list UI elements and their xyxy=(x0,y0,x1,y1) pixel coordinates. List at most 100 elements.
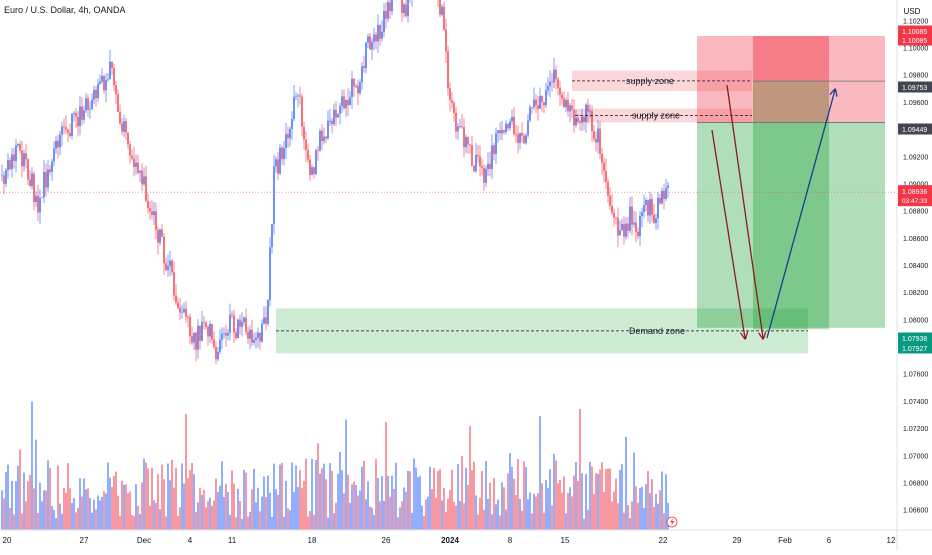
volume-bar xyxy=(277,495,278,530)
candle-body xyxy=(211,324,212,339)
volume-bar xyxy=(71,503,72,530)
candle-body xyxy=(313,167,314,174)
candle-body xyxy=(405,5,406,17)
y-tick-label: 1.07400 xyxy=(903,399,928,406)
volume-bar xyxy=(205,507,206,530)
volume-bar xyxy=(403,487,404,530)
volume-bar xyxy=(137,506,138,530)
volume-bar xyxy=(31,402,32,530)
volume-bar xyxy=(383,501,384,530)
candle-body xyxy=(291,119,292,129)
candle-body xyxy=(329,121,330,122)
volume-bar xyxy=(157,474,158,530)
volume-bar xyxy=(287,508,288,530)
volume-bar xyxy=(631,501,632,530)
volume-bar xyxy=(421,506,422,530)
candle-body xyxy=(527,121,528,136)
candle-body xyxy=(587,105,588,112)
candle-body xyxy=(569,105,570,111)
candle-body xyxy=(403,5,404,13)
volume-bar xyxy=(21,514,22,530)
y-tick-label: 1.08600 xyxy=(903,236,928,243)
volume-bar xyxy=(345,420,346,530)
candle-body xyxy=(243,318,244,322)
chart-title: Euro / U.S. Dollar, 4h, OANDA xyxy=(4,5,126,15)
candle-body xyxy=(521,133,522,136)
candle-body xyxy=(7,160,8,170)
candle-body xyxy=(33,174,34,202)
volume-bar xyxy=(553,454,554,530)
volume-bar xyxy=(251,489,252,530)
y-tick-label: 1.08000 xyxy=(903,317,928,324)
volume-bar xyxy=(571,496,572,530)
volume-bar xyxy=(465,468,466,530)
candle-body xyxy=(61,127,62,135)
volume-bar xyxy=(127,493,128,530)
candle-body xyxy=(179,308,180,313)
volume-bar xyxy=(425,499,426,530)
volume-bar xyxy=(557,483,558,530)
candle-body xyxy=(17,144,18,145)
price-tag-label: 1.09753 xyxy=(902,85,927,92)
volume-bar xyxy=(463,503,464,530)
volume-bar xyxy=(123,485,124,530)
candle-body xyxy=(83,110,84,119)
candle-body xyxy=(221,334,222,340)
volume-bar xyxy=(491,514,492,530)
volume-bar xyxy=(255,502,256,530)
volume-bar xyxy=(623,513,624,530)
candle-body xyxy=(355,86,356,87)
volume-bar xyxy=(561,493,562,530)
volume-bar xyxy=(269,493,270,530)
volume-bar xyxy=(587,510,588,530)
volume-bar xyxy=(597,474,598,530)
candle xyxy=(279,144,280,175)
volume-bar xyxy=(135,484,136,530)
candle-body xyxy=(659,198,660,203)
volume-bar xyxy=(489,483,490,530)
candle-body xyxy=(147,201,148,208)
volume-bar xyxy=(329,463,330,530)
candle-body xyxy=(633,223,634,225)
candle-body xyxy=(497,130,498,133)
price-axis: USD1.066001.068001.070001.072001.074001.… xyxy=(897,0,932,550)
candle-body xyxy=(533,100,534,108)
candle-body xyxy=(517,134,518,143)
volume-bar xyxy=(285,481,286,530)
volume-bar xyxy=(433,468,434,530)
volume-bar xyxy=(75,512,76,530)
x-tick-label: 12 xyxy=(887,536,896,545)
lightning-icon xyxy=(667,517,677,527)
volume-bar xyxy=(575,462,576,530)
candle-body xyxy=(213,339,214,347)
volume-bar xyxy=(3,498,4,530)
x-tick-label: 8 xyxy=(508,536,513,545)
candle-body xyxy=(359,82,360,93)
volume-bar xyxy=(83,478,84,530)
candle-body xyxy=(9,160,10,169)
candle-body xyxy=(523,136,524,143)
volume-bar xyxy=(121,481,122,530)
volume-bar xyxy=(461,456,462,530)
volume-bar xyxy=(173,488,174,530)
candle-body xyxy=(87,98,88,110)
volume-bar xyxy=(663,513,664,530)
y-tick-label: 1.06800 xyxy=(903,480,928,487)
candle-body xyxy=(511,117,512,122)
candle-body xyxy=(335,110,336,118)
volume-bar xyxy=(431,489,432,530)
volume-bar xyxy=(565,513,566,530)
candle-body xyxy=(27,159,28,179)
volume-bar xyxy=(545,480,546,530)
volume-bar xyxy=(53,510,54,530)
volume-bar xyxy=(645,484,646,530)
volume-bar xyxy=(211,506,212,530)
candle xyxy=(315,149,316,176)
volume-bar xyxy=(621,464,622,530)
volume-bar xyxy=(29,475,30,530)
volume-bar xyxy=(443,488,444,530)
volume-bar xyxy=(529,493,530,530)
candle-body xyxy=(113,68,114,85)
candle-body xyxy=(293,97,294,119)
